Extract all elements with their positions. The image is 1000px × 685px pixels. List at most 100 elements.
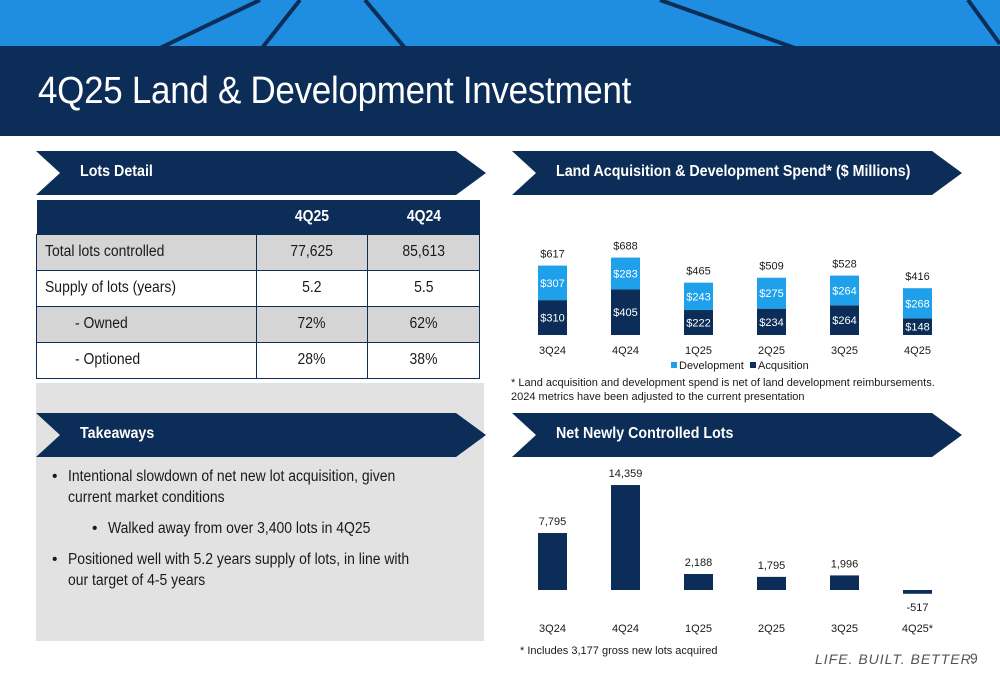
x-tick-label: 2Q25: [758, 345, 785, 357]
net-lots-footnote: * Includes 3,177 gross new lots acquired: [520, 645, 718, 657]
legend-swatch-development: [671, 362, 677, 368]
bar-net-lots: [611, 485, 640, 590]
x-tick-label: 4Q25: [904, 345, 931, 357]
bar-net-lots: [684, 574, 713, 590]
table-header-cell: 4Q25: [256, 200, 368, 234]
lots-detail-header-label: Lots Detail: [80, 163, 153, 180]
top-decorative-band: [0, 0, 1000, 48]
bar-development: [684, 282, 713, 311]
page-title: 4Q25 Land & Development Investment: [38, 70, 632, 112]
data-label: 1,795: [758, 560, 786, 572]
bar-acquisition: [757, 308, 786, 335]
row-label: - Owned: [36, 305, 257, 343]
bar-net-lots: [903, 590, 932, 594]
data-label-acquisition: $264: [832, 315, 856, 327]
table-cell: 5.2: [255, 269, 369, 307]
data-label: -517: [906, 602, 928, 614]
legend-label-acquisition: Acqusition: [758, 360, 809, 372]
x-tick-label: 3Q25: [831, 345, 858, 357]
table-cell: 38%: [367, 341, 480, 379]
table-cell: 77,625: [255, 233, 369, 271]
bar-development: [903, 288, 932, 319]
bar-development: [830, 275, 859, 306]
bar-development: [611, 257, 640, 290]
table-row: - Optioned 28% 38%: [36, 341, 480, 379]
data-label: 1,996: [831, 558, 859, 570]
x-tick-label: 4Q24: [612, 345, 639, 357]
x-tick-label: 3Q25: [831, 623, 858, 635]
net-lots-chart-header-label: Net Newly Controlled Lots: [556, 425, 734, 442]
brand-tagline: LIFE. BUILT. BETTER.: [815, 651, 977, 667]
data-label-development: $268: [905, 298, 929, 310]
net-lots-bar-chart: 7,795 3Q24 14,359 4Q24 2,188 1Q25 1,795 2Q25 1,9…: [538, 468, 934, 635]
bar-development: [538, 265, 567, 301]
lots-detail-table: 4Q25 4Q24 Total lots controlled 77,625 8…: [36, 200, 480, 379]
chevron-banner-shape: [512, 413, 962, 457]
data-label-development: $283: [613, 269, 637, 281]
row-label: Supply of lots (years): [36, 269, 257, 307]
data-label: 2,188: [685, 557, 713, 569]
decorative-lines: [159, 0, 1000, 48]
net-lots-chart-header: Net Newly Controlled Lots: [512, 413, 962, 457]
bar-acquisition: [830, 305, 859, 335]
data-label-total: $688: [613, 241, 637, 253]
bar-acquisition: [684, 310, 713, 335]
takeaways-list: Intentional slowdown of net new lot acqu…: [52, 466, 462, 601]
spend-stacked-bar-chart: $310 $307 $617 3Q24 $405 $283 $688 4Q24 $222 $243…: [538, 241, 932, 372]
data-label: 14,359: [609, 468, 643, 480]
bar-net-lots: [830, 575, 859, 590]
table-row: - Owned 72% 62%: [36, 305, 480, 343]
table-header-cell: [36, 200, 257, 234]
bullet-item: Positioned well with 5.2 years supply of…: [52, 549, 462, 591]
x-tick-label: 1Q25: [685, 345, 712, 357]
data-label-total: $416: [905, 271, 929, 283]
data-label-development: $243: [686, 291, 710, 303]
spend-chart-header-label: Land Acquisition & Development Spend* ($…: [556, 163, 911, 180]
data-label-development: $275: [759, 288, 783, 300]
row-label: Total lots controlled: [36, 233, 257, 271]
table-cell: 85,613: [367, 233, 480, 271]
spend-footnote: * Land acquisition and development spend…: [511, 377, 935, 403]
table-cell: 72%: [255, 305, 369, 343]
lots-detail-header: Lots Detail: [36, 151, 486, 195]
x-tick-label: 3Q24: [539, 345, 566, 357]
x-tick-label: 2Q25: [758, 623, 785, 635]
data-label-development: $307: [540, 278, 564, 290]
x-tick-label: 4Q24: [612, 623, 639, 635]
data-label-acquisition: $405: [613, 307, 637, 319]
bar-acquisition: [611, 289, 640, 335]
table-row: Total lots controlled 77,625 85,613: [36, 233, 480, 271]
spend-chart-header: Land Acquisition & Development Spend* ($…: [512, 151, 962, 195]
table-cell: 62%: [367, 305, 480, 343]
data-label-total: $617: [540, 249, 564, 261]
bullet-item: Intentional slowdown of net new lot acqu…: [52, 466, 462, 508]
data-label-acquisition: $234: [759, 317, 783, 329]
x-tick-label: 4Q25*: [902, 623, 934, 635]
bar-net-lots: [757, 576, 786, 590]
bar-acquisition: [903, 318, 932, 335]
takeaways-header-label: Takeaways: [80, 425, 155, 442]
x-tick-label: 1Q25: [685, 623, 712, 635]
table-header-row: 4Q25 4Q24: [36, 200, 480, 234]
row-label: - Optioned: [36, 341, 257, 379]
data-label-development: $264: [832, 285, 856, 297]
legend-label-development: Development: [679, 360, 744, 372]
bar-net-lots: [538, 533, 567, 590]
bar-acquisition: [538, 300, 567, 335]
table-row: Supply of lots (years) 5.2 5.5: [36, 269, 480, 307]
data-label-total: $528: [832, 259, 856, 271]
title-bar: 4Q25 Land & Development Investment: [0, 46, 1000, 136]
data-label-total: $509: [759, 261, 783, 273]
page-number: 9: [970, 650, 978, 666]
table-cell: 5.5: [367, 269, 480, 307]
legend-swatch-acquisition: [750, 362, 756, 368]
bar-development: [757, 277, 786, 309]
table-header-cell: 4Q24: [367, 200, 480, 234]
chevron-banner-shape: [36, 151, 486, 195]
chevron-banner-shape: [36, 413, 486, 457]
data-label-acquisition: $222: [686, 318, 710, 330]
table-cell: 28%: [255, 341, 369, 379]
takeaways-header: Takeaways: [36, 413, 486, 457]
data-label-acquisition: $310: [540, 313, 564, 325]
chevron-banner-shape: [512, 151, 962, 195]
